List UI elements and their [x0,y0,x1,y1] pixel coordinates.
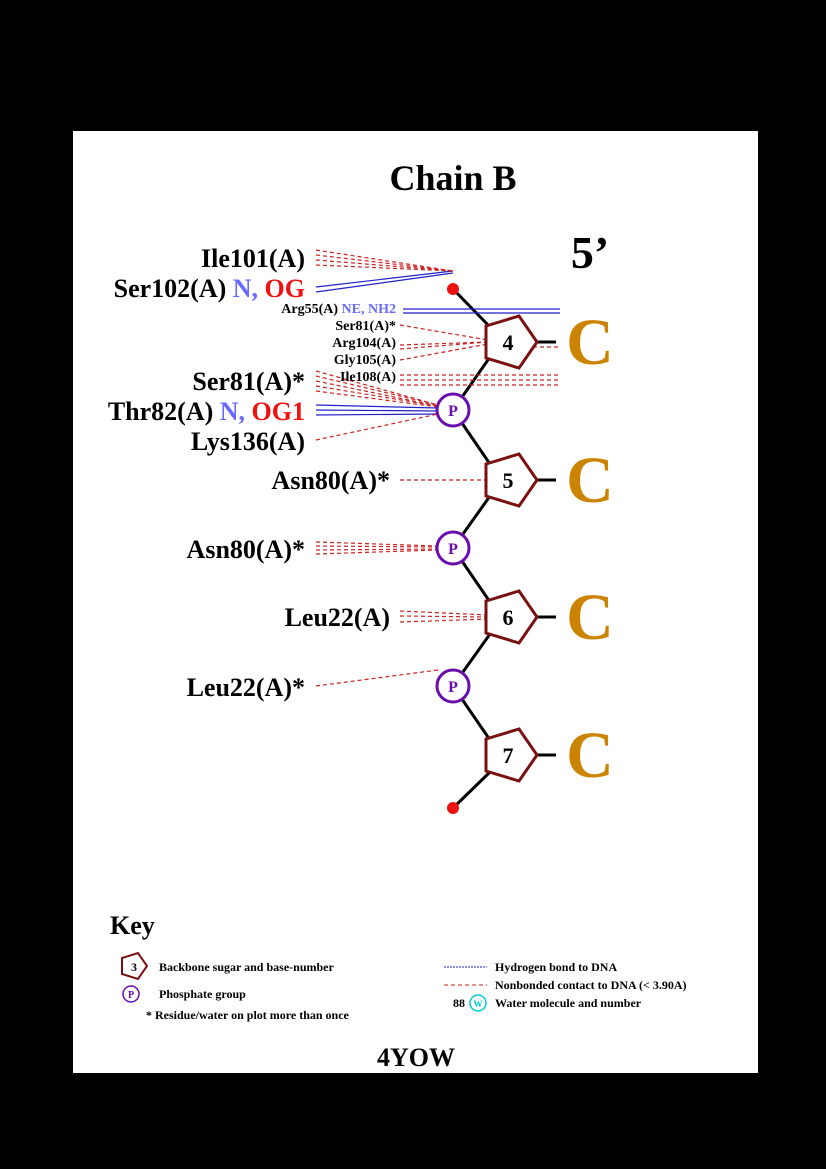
contact-line [399,615,489,618]
legend-water-number: 88 [453,996,465,1010]
backbone-link [451,287,492,329]
phosphate-group: P [435,392,471,428]
residue-label: Leu22(A) [285,603,390,632]
phosphate-label: P [448,403,458,420]
residue-label: Leu22(A)* [187,673,305,702]
sugar-pentagon [484,589,539,645]
contact-line [315,259,454,272]
sugar-5: 5 [484,452,539,508]
residue-label: Asn80(A)* [187,535,305,564]
hydrogen-bonds [315,270,560,416]
atom-o-label: OG [265,274,305,303]
pdb-code: 4YOW [377,1043,455,1072]
contact-line [315,254,454,272]
legend-sugar-icon [121,951,149,981]
sugar-number: 7 [503,743,514,768]
sugar-number: 4 [503,330,514,355]
atom-o-label: OG1 [252,397,305,426]
contact-line [399,610,489,616]
phosphate-circle [435,668,471,704]
legend-water-desc: Water molecule and number [495,996,642,1010]
legend-water-label: W [474,999,483,1009]
legend-hbond-desc: Hydrogen bond to DNA [495,960,617,974]
terminal-atom [447,802,459,814]
hbond-line [315,270,454,288]
legend-phosphate-desc: Phosphate group [159,987,246,1001]
atom-n-label: N, [233,274,258,303]
legend-star-desc: * Residue/water on plot more than once [146,1008,350,1022]
sugar-pentagon [484,314,539,370]
residue-label: Ile108(A) [340,370,396,385]
five-prime-label: 5’ [571,227,609,278]
backbone-link [451,770,492,810]
nonbonded-contacts [315,249,560,687]
contact-line [315,541,439,547]
residue-name: Thr82(A) [108,397,213,426]
contact-line [315,548,439,551]
phosphate-label: P [448,541,458,558]
phosphate-circle [435,392,471,428]
phosphate-group: P [435,530,471,566]
residue-label: Ser81(A)* [335,319,396,334]
base-letter: C [566,306,614,379]
residue-label: Lys136(A) [191,427,305,456]
contact-line [399,343,489,361]
residue-label: Gly105(A) [334,353,397,368]
residue-name: Ser102(A) [114,274,227,303]
legend-sugar-desc: Backbone sugar and base-number [159,960,334,974]
hbond-line [315,409,439,412]
hbond-line [315,272,454,293]
contact-line [399,324,489,341]
base-letter: C [566,444,614,517]
legend-title: Key [110,911,155,940]
sugar-6: 6 [484,589,539,645]
sugar-number: 6 [503,605,514,630]
legend-phosphate-label: P [128,990,134,1001]
residue-label: Ile101(A) [201,244,305,273]
atom-n-label: N, [220,397,245,426]
residue-label: Arg55(A) NE, NH2 [281,302,396,317]
sugar-4: 4 [484,314,539,370]
chain-title: Chain B [389,158,516,198]
contact-line [315,264,454,272]
sugar-pentagon [484,727,539,783]
legend-nonbonded-desc: Nonbonded contact to DNA (< 3.90A) [495,978,687,992]
sugar-pentagon [484,452,539,508]
hbond-line [315,404,439,409]
contact-line [315,370,439,406]
phosphate-circle [435,530,471,566]
diagram-panel [73,131,758,1073]
contact-line [399,341,489,346]
contact-line [399,341,489,350]
atom-n-label: NE, NH2 [342,302,396,317]
residue-label: Asn80(A)* [272,466,390,495]
phosphate-group: P [435,668,471,704]
hbond-line [315,413,439,416]
legend-phosphate-icon [122,985,140,1003]
residue-label: Arg104(A) [332,336,396,351]
base-letter: C [566,719,614,792]
terminal-atom [447,283,459,295]
residue-name: Arg55(A) [281,302,338,317]
legend-water-icon [469,994,487,1012]
legend: Key 3 Backbone sugar and base-number P P… [110,911,687,1022]
contact-line [315,545,439,548]
base-letter: C [566,581,614,654]
contact-line [315,249,454,272]
phosphate-label: P [448,679,458,696]
legend-sugar-number: 3 [131,960,137,974]
contact-line [315,549,439,555]
sugar-7: 7 [484,727,539,783]
residue-label: Thr82(A) N, OG1 [108,397,305,426]
contact-line [399,618,489,623]
residue-label: Ser81(A)* [192,367,305,396]
sugar-number: 5 [503,468,514,493]
residue-label: Ser102(A) N, OG [114,274,305,303]
